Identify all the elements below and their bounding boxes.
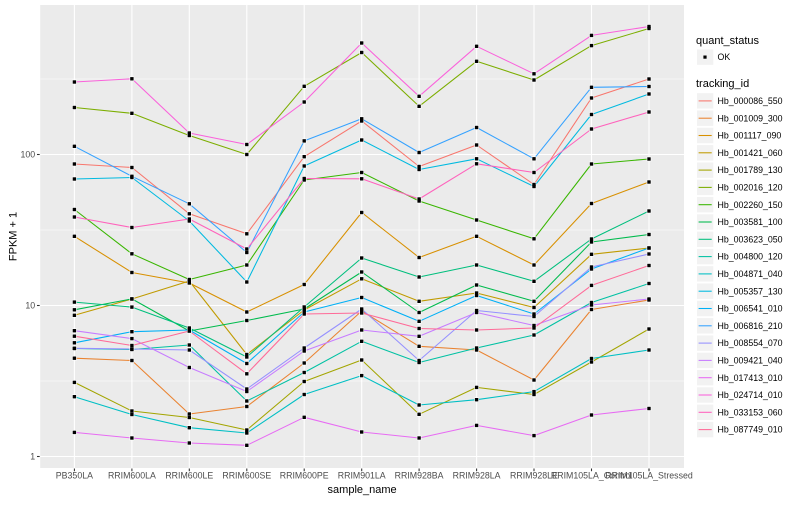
svg-text:100: 100 <box>21 150 36 160</box>
svg-text:RRIM600LE: RRIM600LE <box>165 470 213 480</box>
svg-text:Hb_003581_100: Hb_003581_100 <box>718 217 783 227</box>
svg-text:Hb_004800_120: Hb_004800_120 <box>718 252 783 262</box>
svg-text:1: 1 <box>30 452 35 462</box>
svg-text:RRIM928LE: RRIM928LE <box>510 470 558 480</box>
svg-text:Hb_017413_010: Hb_017413_010 <box>718 373 783 383</box>
svg-text:Hb_001009_300: Hb_001009_300 <box>718 113 783 123</box>
svg-text:PB350LA: PB350LA <box>56 470 93 480</box>
svg-text:Hb_003623_050: Hb_003623_050 <box>718 234 783 244</box>
svg-text:Hb_002260_150: Hb_002260_150 <box>718 200 783 210</box>
svg-text:Hb_001117_090: Hb_001117_090 <box>718 131 782 141</box>
svg-text:Hb_024714_010: Hb_024714_010 <box>718 390 783 400</box>
svg-text:sample_name: sample_name <box>328 484 397 496</box>
svg-text:Hb_006816_210: Hb_006816_210 <box>718 321 783 331</box>
svg-text:Hb_004871_040: Hb_004871_040 <box>718 269 783 279</box>
svg-text:RRIM600LA: RRIM600LA <box>108 470 156 480</box>
svg-text:RRIM600PE: RRIM600PE <box>280 470 329 480</box>
svg-text:RRIM105LA_Stressed: RRIM105LA_Stressed <box>605 470 693 480</box>
svg-text:RRIM928BA: RRIM928BA <box>395 470 444 480</box>
svg-text:Hb_006541_010: Hb_006541_010 <box>718 304 783 314</box>
svg-text:RRIM600SE: RRIM600SE <box>222 470 271 480</box>
svg-text:Hb_033153_060: Hb_033153_060 <box>718 407 783 417</box>
svg-text:quant_status: quant_status <box>696 35 759 47</box>
svg-text:tracking_id: tracking_id <box>696 78 749 90</box>
svg-text:FPKM + 1: FPKM + 1 <box>8 212 20 261</box>
svg-text:RRIM928LA: RRIM928LA <box>453 470 501 480</box>
svg-text:Hb_087749_010: Hb_087749_010 <box>718 425 783 435</box>
svg-text:10: 10 <box>25 301 35 311</box>
svg-text:Hb_002016_120: Hb_002016_120 <box>718 183 783 193</box>
svg-text:RRIM901LA: RRIM901LA <box>338 470 386 480</box>
svg-text:Hb_001421_060: Hb_001421_060 <box>718 148 783 158</box>
svg-text:Hb_009421_040: Hb_009421_040 <box>718 356 783 366</box>
svg-text:Hb_008554_070: Hb_008554_070 <box>718 338 783 348</box>
svg-text:Hb_000086_550: Hb_000086_550 <box>718 96 783 106</box>
svg-text:RRIM105LA_Control: RRIM105LA_Control <box>551 470 632 480</box>
svg-text:OK: OK <box>718 52 731 62</box>
svg-text:Hb_001789_130: Hb_001789_130 <box>718 165 783 175</box>
svg-text:Hb_005357_130: Hb_005357_130 <box>718 286 783 296</box>
